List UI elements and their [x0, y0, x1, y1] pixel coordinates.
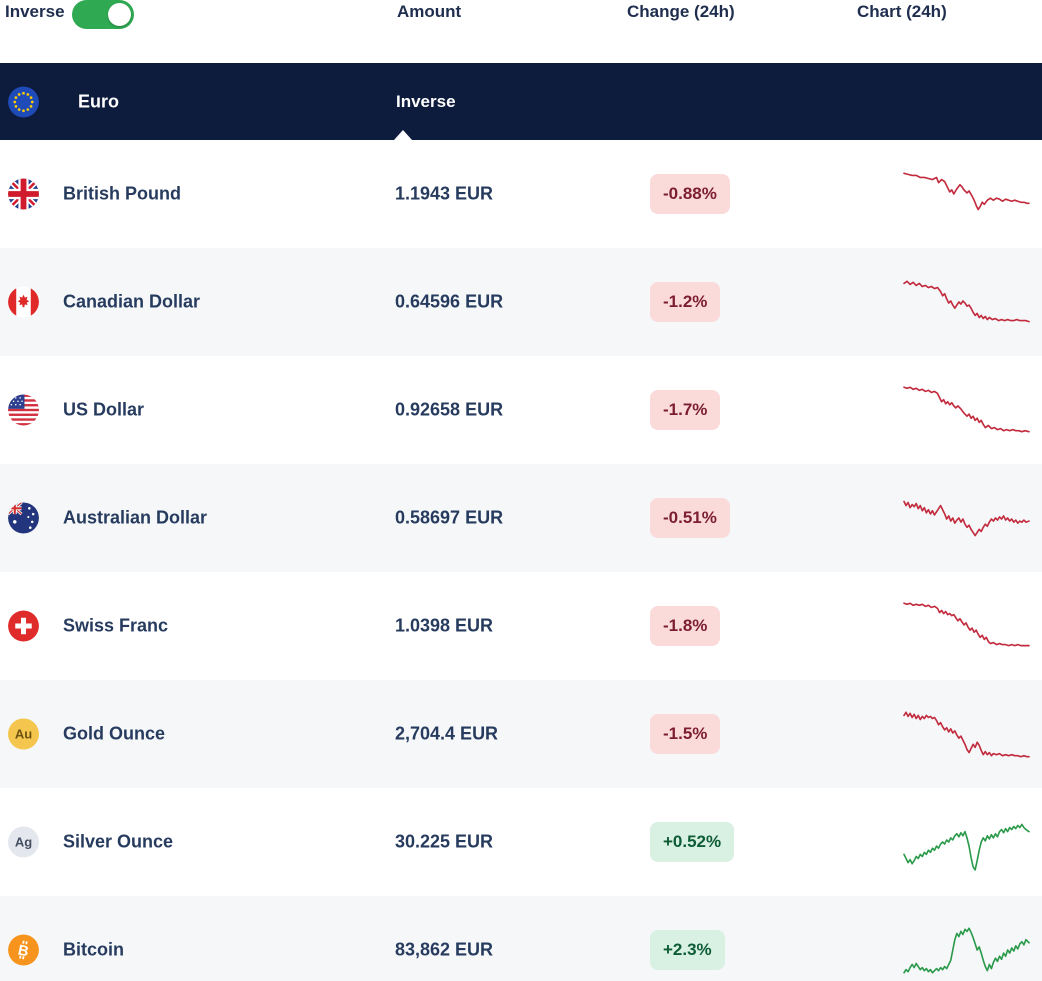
- silver-icon: Ag: [8, 826, 39, 858]
- change-badge: -1.8%: [650, 606, 721, 646]
- currency-name: Swiss Franc: [63, 615, 169, 636]
- column-header-amount: Amount: [397, 2, 462, 21]
- svg-text:B: B: [16, 942, 30, 960]
- sparkline-chart: [903, 500, 1030, 537]
- currency-name: British Pound: [63, 183, 181, 204]
- amount-value: 0.64596 EUR: [395, 291, 504, 312]
- uk-flag-icon: [8, 178, 39, 210]
- amount-value: 83,862 EUR: [395, 939, 494, 960]
- currency-name: Canadian Dollar: [63, 291, 201, 312]
- base-currency-bar: Euro Inverse: [0, 63, 1042, 140]
- caret-up-icon: [394, 130, 412, 140]
- sparkline-chart: [903, 823, 1030, 871]
- euro-flag-icon: [8, 86, 39, 117]
- currency-name: Gold Ounce: [63, 723, 166, 744]
- amount-value: 1.1943 EUR: [395, 183, 494, 204]
- australia-flag-icon: [8, 502, 39, 534]
- amount-mode-label: Inverse: [396, 91, 456, 111]
- gold-icon: Au: [8, 718, 39, 750]
- change-badge: -0.51%: [650, 498, 730, 538]
- change-badge: +0.52%: [650, 822, 735, 862]
- sparkline-chart: [903, 386, 1030, 433]
- toggle-knob: [108, 3, 131, 26]
- currency-table: British Pound 1.1943 EUR -0.88% Canadian…: [0, 140, 1042, 981]
- column-header-chart: Chart (24h): [857, 2, 947, 21]
- currency-row-british-pound[interactable]: British Pound 1.1943 EUR -0.88%: [0, 140, 1042, 248]
- switzerland-flag-icon: [8, 610, 39, 642]
- change-badge: -0.88%: [650, 174, 730, 214]
- sparkline-chart: [903, 280, 1030, 323]
- currency-name: US Dollar: [63, 399, 145, 420]
- table-controls: Inverse Amount Change (24h) Chart (24h): [0, 0, 1042, 63]
- change-badge: -1.5%: [650, 714, 721, 754]
- amount-value: 1.0398 EUR: [395, 615, 494, 636]
- change-badge: +2.3%: [650, 930, 725, 970]
- currency-row-canadian-dollar[interactable]: Canadian Dollar 0.64596 EUR -1.2%: [0, 248, 1042, 356]
- sparkline-chart: [903, 711, 1030, 758]
- sparkline-chart: [903, 602, 1030, 647]
- base-currency-name: Euro: [78, 91, 120, 111]
- amount-value: 0.58697 EUR: [395, 507, 504, 528]
- inverse-toggle[interactable]: [72, 0, 134, 29]
- amount-value: 2,704.4 EUR: [395, 723, 499, 744]
- inverse-toggle-label: Inverse: [5, 2, 65, 21]
- currency-row-australian-dollar[interactable]: Australian Dollar 0.58697 EUR -0.51%: [0, 464, 1042, 572]
- currency-row-us-dollar[interactable]: US Dollar 0.92658 EUR -1.7%: [0, 356, 1042, 464]
- currency-row-gold-ounce[interactable]: Au Gold Ounce 2,704.4 EUR -1.5%: [0, 680, 1042, 788]
- currency-row-silver-ounce[interactable]: Ag Silver Ounce 30.225 EUR +0.52%: [0, 788, 1042, 896]
- change-badge: -1.7%: [650, 390, 721, 430]
- currency-name: Bitcoin: [63, 939, 124, 960]
- currency-row-bitcoin[interactable]: B Bitcoin 83,862 EUR +2.3%: [0, 896, 1042, 981]
- us-flag-icon: [8, 394, 39, 426]
- currency-name: Australian Dollar: [63, 507, 208, 528]
- bitcoin-icon: B: [8, 934, 39, 966]
- canada-flag-icon: [8, 286, 39, 318]
- currency-name: Silver Ounce: [63, 831, 174, 852]
- sparkline-chart: [903, 927, 1030, 974]
- amount-value: 30.225 EUR: [395, 831, 494, 852]
- currency-row-swiss-franc[interactable]: Swiss Franc 1.0398 EUR -1.8%: [0, 572, 1042, 680]
- change-badge: -1.2%: [650, 282, 721, 322]
- sparkline-chart: [903, 172, 1030, 211]
- column-header-change: Change (24h): [627, 2, 735, 21]
- amount-value: 0.92658 EUR: [395, 399, 504, 420]
